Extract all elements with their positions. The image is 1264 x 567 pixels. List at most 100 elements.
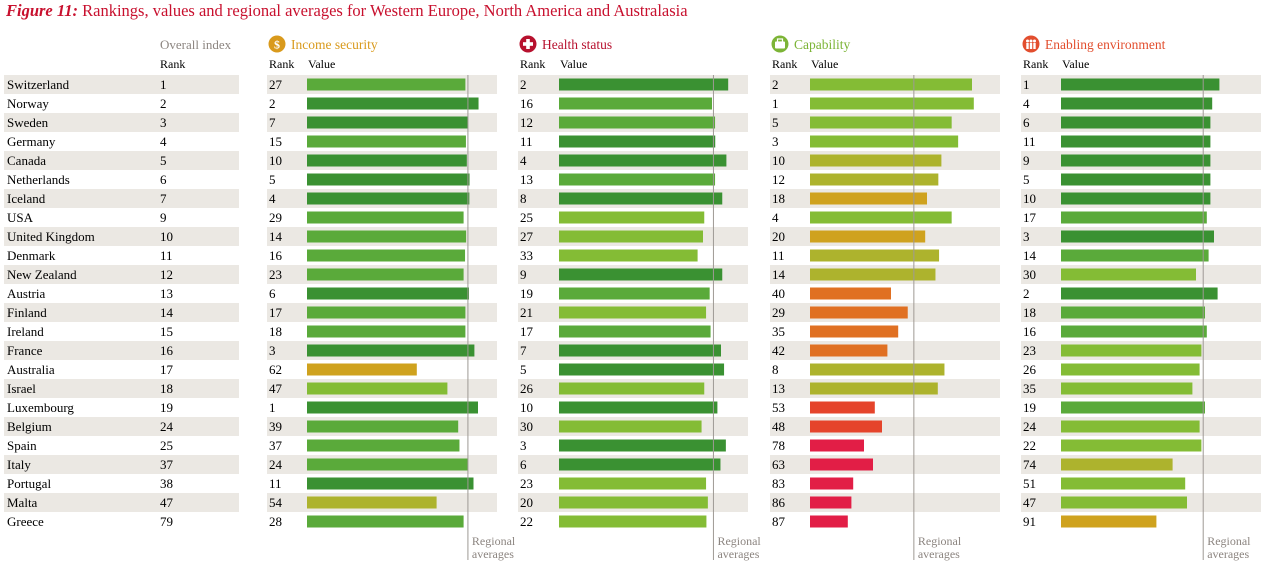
overall-rank: 47 bbox=[160, 495, 174, 510]
bar-income-security bbox=[307, 344, 475, 357]
country-name: Austria bbox=[7, 286, 46, 301]
overall-rank: 16 bbox=[160, 343, 174, 358]
bar-enabling-environment bbox=[1061, 477, 1186, 490]
bar-capability bbox=[810, 287, 891, 300]
overall-rank: 18 bbox=[160, 381, 173, 396]
domain-rank: 9 bbox=[520, 267, 527, 282]
bar-income-security bbox=[307, 211, 464, 224]
row-band bbox=[770, 455, 1000, 474]
row-band bbox=[4, 379, 239, 398]
domain-rank: 29 bbox=[772, 305, 785, 320]
domain-rank: 10 bbox=[1023, 191, 1036, 206]
overall-rank-header: Rank bbox=[160, 57, 185, 71]
dollar-icon bbox=[268, 35, 286, 53]
bar-enabling-environment bbox=[1061, 439, 1202, 452]
domain-rank: 11 bbox=[1023, 134, 1036, 149]
overall-rank: 1 bbox=[160, 77, 167, 92]
bar-health-status bbox=[559, 401, 718, 414]
figure-title: Figure 11: Rankings, values and regional… bbox=[6, 1, 688, 21]
bar-enabling-environment bbox=[1061, 192, 1211, 205]
overall-rank: 79 bbox=[160, 514, 173, 529]
domain-rank: 14 bbox=[772, 267, 786, 282]
value-header: Value bbox=[308, 57, 335, 71]
overall-rank: 11 bbox=[160, 248, 173, 263]
country-name: Finland bbox=[7, 305, 47, 320]
value-header: Value bbox=[560, 57, 587, 71]
overall-rank: 4 bbox=[160, 134, 167, 149]
bar-health-status bbox=[559, 211, 705, 224]
domain-rank: 39 bbox=[269, 419, 282, 434]
bar-income-security bbox=[307, 477, 474, 490]
domain-rank: 11 bbox=[520, 134, 533, 149]
domain-rank: 16 bbox=[269, 248, 283, 263]
regional-average-lines bbox=[467, 75, 1204, 560]
bar-capability bbox=[810, 382, 938, 395]
bar-capability bbox=[810, 268, 936, 281]
domain-rank: 29 bbox=[269, 210, 282, 225]
regional-averages-label: Regional bbox=[472, 534, 516, 548]
person-head bbox=[1029, 39, 1033, 43]
country-name: Australia bbox=[7, 362, 55, 377]
country-name: Italy bbox=[7, 457, 31, 472]
overall-rank: 2 bbox=[160, 96, 167, 111]
overall-rank: 5 bbox=[160, 153, 167, 168]
rank-header: Rank bbox=[269, 57, 294, 71]
bar-health-status bbox=[559, 515, 707, 528]
domain-rank: 11 bbox=[269, 476, 282, 491]
domain-rank: 22 bbox=[1023, 438, 1036, 453]
bar-enabling-environment bbox=[1061, 382, 1193, 395]
bar-enabling-environment bbox=[1061, 268, 1196, 281]
bar-income-security bbox=[307, 363, 417, 376]
bar-health-status bbox=[559, 154, 727, 167]
bar-income-security bbox=[307, 78, 466, 91]
overall-rank: 9 bbox=[160, 210, 167, 225]
domain-rank: 3 bbox=[520, 438, 527, 453]
bar-health-status bbox=[559, 458, 721, 471]
bar-health-status bbox=[559, 135, 716, 148]
domain-rank: 6 bbox=[269, 286, 276, 301]
bar-capability bbox=[810, 135, 959, 148]
country-name: Israel bbox=[7, 381, 36, 396]
domain-rank: 87 bbox=[772, 514, 786, 529]
domain-rank: 16 bbox=[1023, 324, 1037, 339]
domain-rank: 62 bbox=[269, 362, 282, 377]
domain-rank: 7 bbox=[520, 343, 527, 358]
domain-rank: 78 bbox=[772, 438, 785, 453]
bar-enabling-environment bbox=[1061, 496, 1187, 509]
domain-rank: 10 bbox=[772, 153, 785, 168]
bar-capability bbox=[810, 401, 875, 414]
domain-rank: 26 bbox=[520, 381, 534, 396]
domain-rank: 19 bbox=[520, 286, 533, 301]
bar-health-status bbox=[559, 116, 716, 129]
country-name: Luxembourg bbox=[7, 400, 74, 415]
domain-rank: 13 bbox=[520, 172, 533, 187]
bar-health-status bbox=[559, 268, 723, 281]
bar-enabling-environment bbox=[1061, 420, 1200, 433]
bar-capability bbox=[810, 230, 926, 243]
cross-bar bbox=[526, 39, 530, 49]
bar-health-status bbox=[559, 230, 703, 243]
domain-rank: 27 bbox=[269, 77, 283, 92]
domain-rank: 24 bbox=[1023, 419, 1037, 434]
bar-health-status bbox=[559, 249, 698, 262]
country-name: United Kingdom bbox=[7, 229, 95, 244]
rank-header: Rank bbox=[520, 57, 545, 71]
country-name: Sweden bbox=[7, 115, 49, 130]
bar-health-status bbox=[559, 287, 710, 300]
domain-rank: 1 bbox=[772, 96, 779, 111]
bar-health-status bbox=[559, 325, 711, 338]
domain-rank: 74 bbox=[1023, 457, 1037, 472]
bar-income-security bbox=[307, 401, 478, 414]
domain-rank: 26 bbox=[1023, 362, 1037, 377]
country-name: Portugal bbox=[7, 476, 51, 491]
value-header: Value bbox=[1062, 57, 1089, 71]
domain-rank: 12 bbox=[772, 172, 785, 187]
domain-rank: 5 bbox=[772, 115, 779, 130]
domain-rank: 22 bbox=[520, 514, 533, 529]
rank-header: Rank bbox=[1023, 57, 1048, 71]
domain-rank: 18 bbox=[772, 191, 785, 206]
dollar-glyph: $ bbox=[274, 38, 280, 52]
domain-rank: 5 bbox=[1023, 172, 1030, 187]
bar-health-status bbox=[559, 173, 716, 186]
